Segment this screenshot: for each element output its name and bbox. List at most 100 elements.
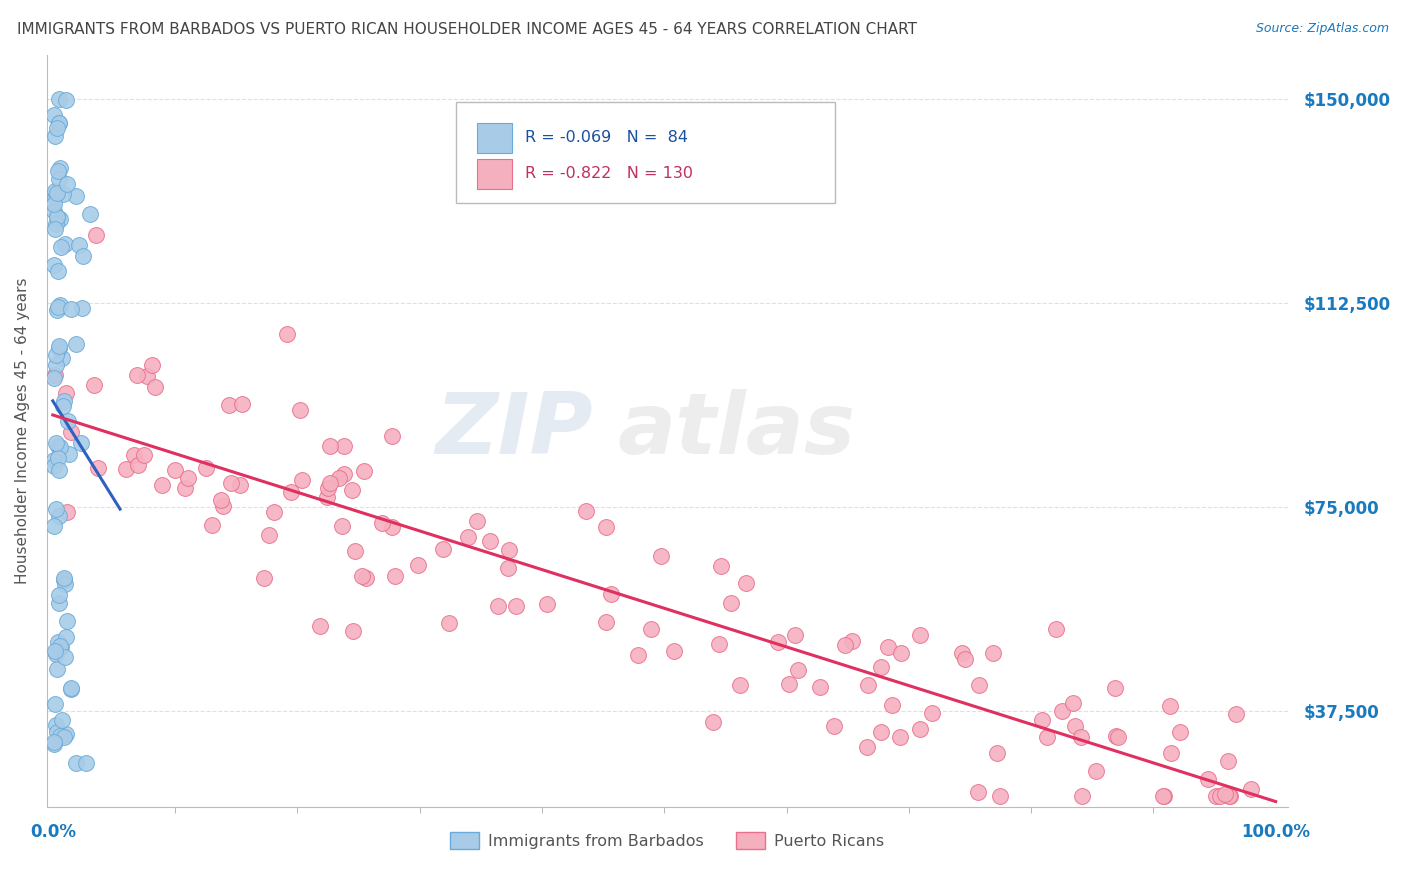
Puerto Ricans [869, 660, 891, 674]
Text: ZIP: ZIP [436, 390, 593, 473]
Text: IMMIGRANTS FROM BARBADOS VS PUERTO RICAN HOUSEHOLDER INCOME AGES 45 - 64 YEARS C: IMMIGRANTS FROM BARBADOS VS PUERTO RICAN… [17, 22, 917, 37]
Immigrants from Barbados [44, 643, 66, 657]
Puerto Ricans [1160, 746, 1182, 760]
Puerto Ricans [318, 476, 340, 491]
Puerto Ricans [575, 504, 598, 518]
Text: Source: ZipAtlas.com: Source: ZipAtlas.com [1256, 22, 1389, 36]
Immigrants from Barbados [46, 724, 69, 739]
Puerto Ricans [1052, 705, 1074, 719]
Immigrants from Barbados [55, 93, 77, 107]
Puerto Ricans [841, 634, 863, 648]
Text: R = -0.822   N = 130: R = -0.822 N = 130 [524, 167, 693, 181]
Puerto Ricans [127, 368, 149, 382]
Puerto Ricans [174, 481, 197, 495]
Puerto Ricans [505, 599, 527, 613]
Puerto Ricans [967, 785, 990, 799]
Immigrants from Barbados [48, 115, 70, 129]
Immigrants from Barbados [45, 348, 67, 362]
Immigrants from Barbados [45, 218, 67, 232]
Puerto Ricans [880, 698, 903, 712]
FancyBboxPatch shape [457, 102, 835, 203]
Puerto Ricans [1104, 681, 1126, 696]
Immigrants from Barbados [42, 371, 65, 385]
Puerto Ricans [783, 628, 806, 642]
Immigrants from Barbados [49, 298, 72, 312]
Puerto Ricans [856, 739, 879, 754]
Puerto Ricans [1064, 719, 1087, 733]
Immigrants from Barbados [48, 439, 70, 453]
Puerto Ricans [384, 569, 406, 583]
Puerto Ricans [465, 514, 488, 528]
Puerto Ricans [1153, 789, 1175, 803]
Immigrants from Barbados [52, 399, 75, 413]
Immigrants from Barbados [49, 240, 72, 254]
Puerto Ricans [808, 680, 831, 694]
Puerto Ricans [381, 428, 404, 442]
Puerto Ricans [353, 464, 375, 478]
Puerto Ricans [1168, 725, 1191, 739]
Puerto Ricans [143, 379, 166, 393]
Puerto Ricans [231, 397, 253, 411]
Immigrants from Barbados [56, 177, 79, 191]
Puerto Ricans [132, 448, 155, 462]
Puerto Ricans [141, 359, 163, 373]
Immigrants from Barbados [46, 635, 69, 649]
Puerto Ricans [988, 789, 1011, 803]
Puerto Ricans [330, 518, 353, 533]
Puerto Ricans [352, 568, 374, 582]
Legend: Immigrants from Barbados, Puerto Ricans: Immigrants from Barbados, Puerto Ricans [444, 826, 891, 855]
Puerto Ricans [201, 517, 224, 532]
Puerto Ricans [877, 640, 900, 655]
Puerto Ricans [136, 368, 159, 383]
Immigrants from Barbados [48, 211, 70, 226]
Puerto Ricans [1205, 789, 1227, 803]
Puerto Ricans [127, 458, 149, 473]
Immigrants from Barbados [45, 502, 67, 516]
Puerto Ricans [1219, 789, 1241, 803]
Bar [478, 159, 512, 189]
Immigrants from Barbados [42, 453, 65, 467]
Puerto Ricans [1208, 789, 1230, 803]
Immigrants from Barbados [42, 196, 65, 211]
Puerto Ricans [340, 483, 363, 497]
Puerto Ricans [1159, 699, 1181, 714]
Puerto Ricans [709, 637, 731, 651]
Immigrants from Barbados [46, 264, 69, 278]
Immigrants from Barbados [44, 518, 66, 533]
Puerto Ricans [870, 724, 893, 739]
Puerto Ricans [44, 368, 66, 382]
Puerto Ricans [1216, 754, 1239, 768]
Immigrants from Barbados [48, 171, 70, 186]
Immigrants from Barbados [51, 713, 73, 727]
Puerto Ricans [486, 599, 509, 613]
Puerto Ricans [735, 575, 758, 590]
Immigrants from Barbados [42, 258, 65, 272]
Puerto Ricans [288, 403, 311, 417]
Puerto Ricans [316, 481, 339, 495]
Puerto Ricans [356, 571, 378, 585]
Immigrants from Barbados [45, 186, 67, 201]
Puerto Ricans [496, 561, 519, 575]
Immigrants from Barbados [49, 639, 72, 653]
Puerto Ricans [1218, 789, 1240, 803]
Puerto Ricans [890, 646, 912, 660]
Puerto Ricans [955, 651, 977, 665]
Text: atlas: atlas [617, 390, 856, 473]
Puerto Ricans [1213, 787, 1236, 801]
Puerto Ricans [1031, 713, 1053, 727]
Puerto Ricans [211, 499, 233, 513]
Puerto Ricans [600, 587, 623, 601]
Puerto Ricans [219, 475, 242, 490]
Puerto Ricans [768, 635, 790, 649]
Immigrants from Barbados [56, 614, 79, 628]
Puerto Ricans [950, 646, 973, 660]
Immigrants from Barbados [55, 727, 77, 741]
Puerto Ricans [823, 719, 845, 733]
Puerto Ricans [257, 528, 280, 542]
Text: R = -0.069   N =  84: R = -0.069 N = 84 [524, 130, 688, 145]
Puerto Ricans [1070, 731, 1092, 745]
Puerto Ricans [319, 439, 342, 453]
Puerto Ricans [115, 462, 138, 476]
Puerto Ricans [595, 519, 617, 533]
Puerto Ricans [1240, 782, 1263, 797]
